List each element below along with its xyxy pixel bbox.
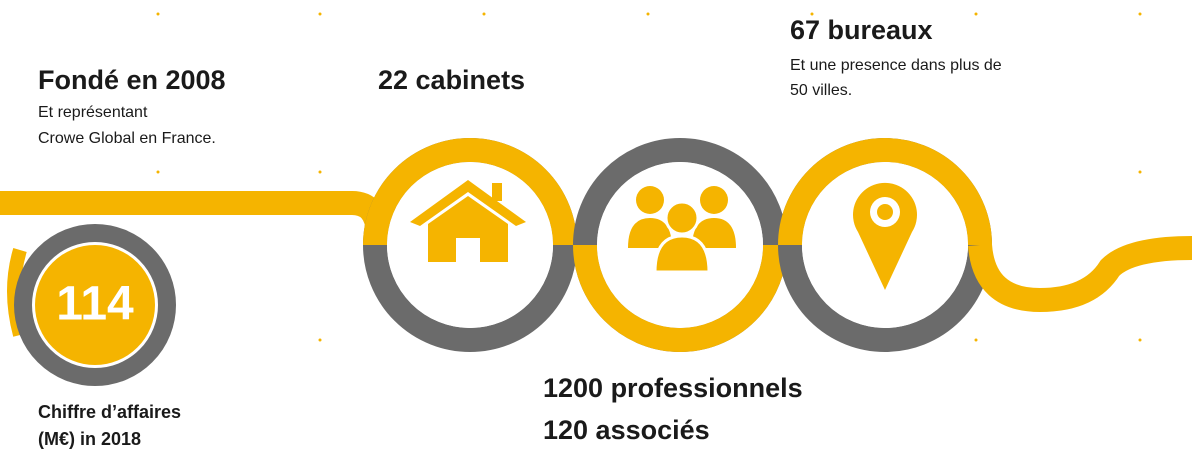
milestone-text: Crowe Global en France. bbox=[38, 130, 216, 147]
path-rings bbox=[0, 138, 1192, 386]
ring-arc bbox=[573, 244, 787, 352]
people-icon bbox=[628, 186, 736, 274]
milestone-title: Fondé en 2008 bbox=[38, 65, 226, 95]
staff-text: 120 associés bbox=[543, 415, 710, 445]
revenue-text: (M€) in 2018 bbox=[38, 429, 141, 449]
band-tail bbox=[968, 236, 1192, 313]
pin-icon bbox=[852, 182, 917, 290]
dots bbox=[156, 12, 1142, 342]
revenue-disk bbox=[35, 245, 155, 365]
milestone-text: Et une presence dans plus de bbox=[790, 57, 1002, 74]
ring-arc bbox=[363, 138, 577, 246]
inner bbox=[387, 162, 553, 328]
house-icon bbox=[410, 180, 526, 262]
staff-text: 1200 professionnels bbox=[543, 373, 803, 403]
revenue-text: Chiffre d’affaires bbox=[38, 402, 181, 422]
milestone-title: 22 cabinets bbox=[378, 65, 525, 95]
milestone-text: 50 villes. bbox=[790, 82, 852, 99]
band bbox=[0, 191, 390, 234]
milestone-text: Et représentant bbox=[38, 104, 148, 121]
ring-arc bbox=[778, 138, 992, 246]
small-ring bbox=[14, 224, 176, 386]
milestone-title: 67 bureaux bbox=[790, 15, 933, 45]
revenue-value: 114 bbox=[56, 278, 134, 331]
